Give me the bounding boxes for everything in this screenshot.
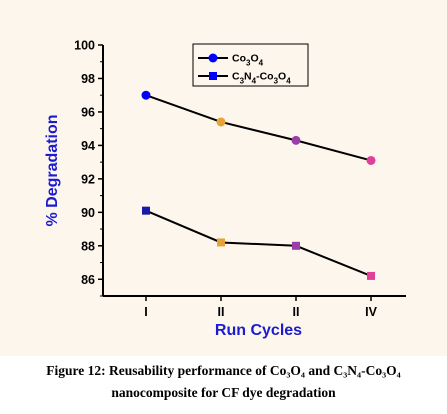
legend: Co3O4 C3N4-Co3O4 xyxy=(192,43,309,87)
series-line-2 xyxy=(145,209,372,277)
y-tick-label: 86 xyxy=(81,273,95,287)
data-point xyxy=(367,271,375,280)
data-point xyxy=(292,241,300,250)
legend-marker xyxy=(209,72,217,80)
figure-caption: Figure 12: Reusability performance of Co… xyxy=(0,360,447,404)
legend-marker xyxy=(208,53,218,63)
y-tick-label: 100 xyxy=(74,39,95,53)
x-axis-title: Run Cycles xyxy=(215,322,302,339)
y-tick-label: 94 xyxy=(81,139,95,153)
y-tick-label: 98 xyxy=(81,72,95,86)
data-point xyxy=(142,206,150,215)
x-tick-label: II xyxy=(218,305,225,319)
legend-label-2: C3N4-Co3O4 xyxy=(232,71,291,86)
series-layer xyxy=(141,90,376,280)
y-tick-label: 92 xyxy=(81,172,95,186)
caption-line-2: nanocomposite for CF dye degradation xyxy=(111,385,336,400)
data-point xyxy=(217,238,225,247)
x-tick-label: IV xyxy=(365,305,377,319)
caption-line-1: Figure 12: Reusability performance of Co… xyxy=(46,363,401,378)
y-axis-title: % Degradation xyxy=(44,114,61,226)
data-point xyxy=(291,135,301,145)
legend-label-1: Co3O4 xyxy=(232,53,264,68)
y-tick-label: 88 xyxy=(81,239,95,253)
data-point xyxy=(366,155,376,165)
chart-panel: 86 88 90 92 94 96 98 100 I II II IV Co3O4 C3N4-Co3O4… xyxy=(0,0,447,356)
x-tick-label: II xyxy=(293,305,300,319)
y-tick-label: 96 xyxy=(81,105,95,119)
x-tick-label: I xyxy=(144,305,147,319)
data-point xyxy=(141,90,151,100)
y-tick-label: 90 xyxy=(81,206,95,220)
series-line-1 xyxy=(145,94,372,162)
data-point xyxy=(216,117,226,127)
